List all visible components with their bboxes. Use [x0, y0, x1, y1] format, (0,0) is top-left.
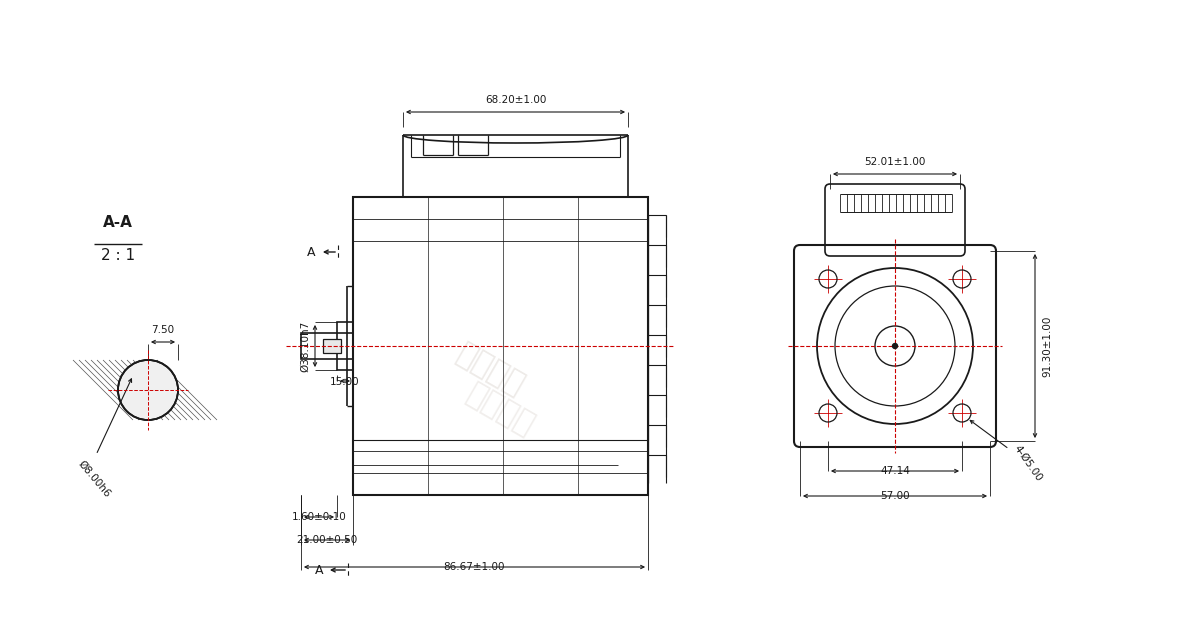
Text: 91.30±1.00: 91.30±1.00	[1042, 315, 1052, 377]
Bar	[301, 333, 353, 359]
Bar	[322, 339, 342, 353]
Text: 15.00: 15.00	[330, 377, 359, 387]
Text: 47.14: 47.14	[881, 466, 910, 476]
Text: A-A: A-A	[104, 215, 133, 230]
Text: 机电供货: 机电供货	[462, 379, 539, 441]
Circle shape	[118, 360, 178, 420]
Text: 4-Ø5.00: 4-Ø5.00	[970, 420, 1044, 483]
Text: 86.67±1.00: 86.67±1.00	[444, 562, 506, 572]
Text: 2 : 1: 2 : 1	[101, 248, 134, 263]
Text: 1.60±0.10: 1.60±0.10	[292, 512, 346, 522]
Bar	[337, 322, 353, 370]
Text: 52.01±1.00: 52.01±1.00	[864, 157, 926, 167]
Text: 68.20±1.00: 68.20±1.00	[484, 95, 546, 105]
Text: 57.00: 57.00	[881, 491, 910, 501]
Bar	[353, 197, 649, 495]
Text: 机电供货: 机电供货	[451, 339, 528, 401]
Text: Ø38.10h7: Ø38.10h7	[300, 320, 311, 372]
Text: 7.50: 7.50	[151, 325, 175, 335]
Text: A: A	[314, 564, 322, 576]
Text: A: A	[307, 245, 315, 259]
Circle shape	[892, 344, 897, 349]
Text: Ø8.00h6: Ø8.00h6	[76, 459, 112, 500]
Text: 21.00±0.50: 21.00±0.50	[296, 535, 358, 545]
